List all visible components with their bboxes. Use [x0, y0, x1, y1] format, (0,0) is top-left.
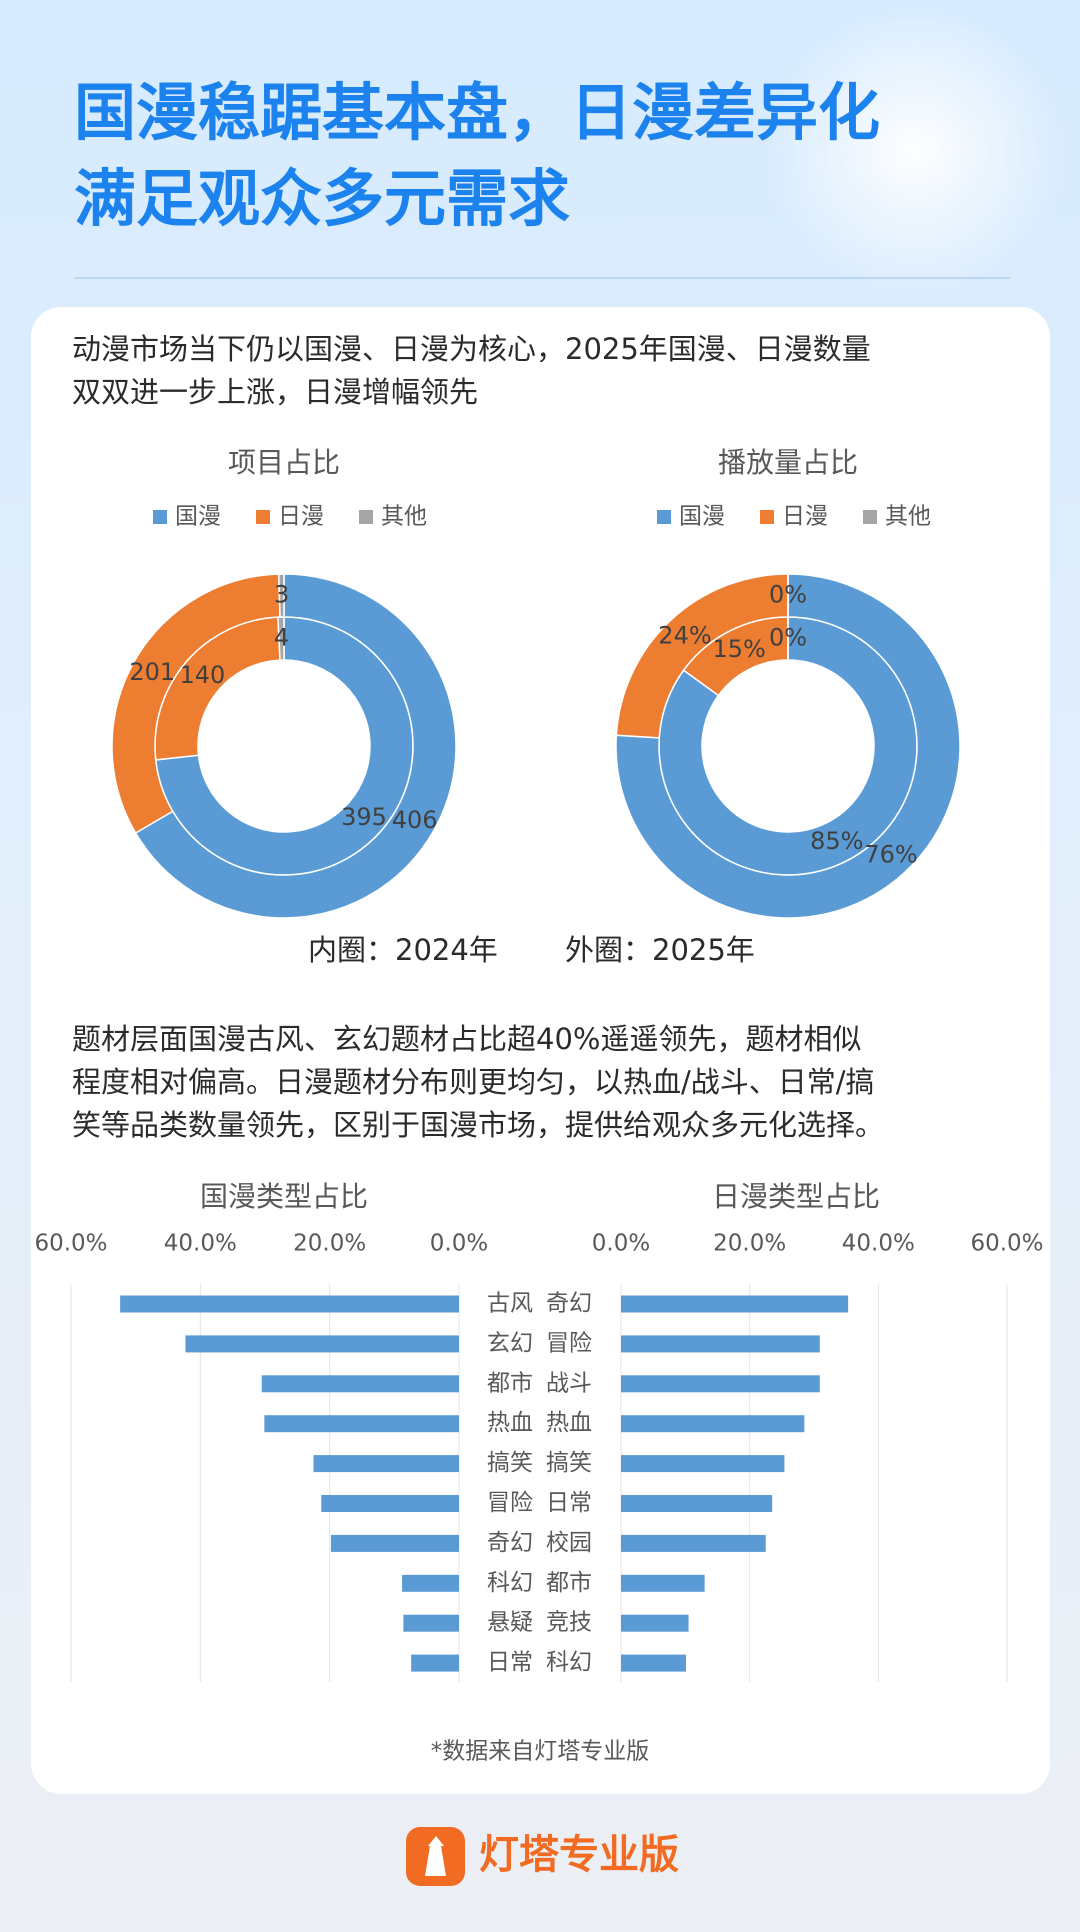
x-tick-label: 40.0% [164, 1231, 237, 1257]
category-label: 冒险 [487, 1490, 533, 1516]
data-label: 4 [274, 624, 289, 652]
source: *数据来自灯塔专业版 [431, 1739, 650, 1765]
chart-title: 国漫类型占比 [200, 1180, 368, 1213]
chart-title: 项目占比 [228, 446, 340, 479]
category-label: 日常 [487, 1650, 533, 1676]
data-label: 395 [341, 803, 387, 831]
x-tick-label: 20.0% [293, 1231, 366, 1257]
bar [621, 1574, 705, 1592]
legend-swatch [153, 510, 167, 524]
bar [321, 1495, 459, 1512]
legend-label: 其他 [885, 504, 931, 530]
chart-title: 日漫类型占比 [712, 1180, 880, 1213]
category-label: 奇幻 [487, 1530, 533, 1556]
bar [264, 1415, 459, 1433]
bar [411, 1654, 459, 1672]
category-label: 校园 [546, 1530, 592, 1556]
legend-swatch [359, 510, 373, 524]
data-label: 85% [810, 827, 863, 855]
bar [313, 1455, 459, 1473]
category-label: 冒险 [546, 1330, 592, 1356]
legend-label: 国漫 [679, 504, 725, 530]
bar [330, 1534, 459, 1552]
ring-caption: 外圈：2025年 [565, 933, 755, 967]
category-label: 科幻 [546, 1650, 592, 1676]
category-label: 日常 [546, 1490, 592, 1516]
ring-caption: 内圈：2024年 [308, 933, 498, 967]
data-label: 24% [658, 621, 711, 649]
bar [621, 1335, 820, 1353]
x-tick-label: 60.0% [970, 1231, 1043, 1257]
bar [261, 1375, 459, 1393]
category-label: 玄幻 [487, 1330, 533, 1356]
bar [621, 1415, 805, 1433]
category-label: 搞笑 [487, 1450, 533, 1476]
genre-line: 程度相对偏高。日漫题材分布则更均匀，以热血/战斗、日常/搞 [72, 1065, 875, 1099]
legend-swatch [657, 510, 671, 524]
category-label: 竞技 [546, 1610, 592, 1636]
bar [621, 1295, 849, 1313]
bar [621, 1455, 785, 1473]
title-line: 满足观众多元需求 [74, 162, 570, 235]
bar [621, 1654, 686, 1672]
legend-label: 日漫 [278, 504, 324, 530]
bar [403, 1614, 459, 1632]
brand-name: 灯塔专业版 [479, 1832, 679, 1878]
category-label: 悬疑 [487, 1610, 533, 1636]
category-label: 科幻 [487, 1570, 533, 1596]
intro-line: 动漫市场当下仍以国漫、日漫为核心，2025年国漫、日漫数量 [72, 332, 871, 366]
category-label: 都市 [546, 1570, 592, 1596]
category-label: 热血 [546, 1410, 592, 1436]
bar [402, 1574, 459, 1592]
data-label: 140 [179, 661, 225, 689]
title-line: 国漫稳踞基本盘，日漫差异化 [74, 76, 880, 149]
chart-title: 播放量占比 [718, 446, 858, 479]
data-label: 76% [864, 841, 917, 869]
intro-line: 双双进一步上涨，日漫增幅领先 [72, 375, 478, 409]
x-tick-label: 60.0% [34, 1231, 107, 1257]
bar [621, 1614, 689, 1632]
bar [185, 1335, 459, 1353]
category-label: 都市 [487, 1370, 533, 1396]
legend-swatch [760, 510, 774, 524]
glow [765, 0, 1065, 300]
data-label: 15% [713, 635, 766, 663]
brand-icon-tower [425, 1836, 446, 1876]
data-label: 0% [769, 624, 807, 652]
bar [120, 1295, 459, 1313]
legend-swatch [256, 510, 270, 524]
bar [621, 1375, 820, 1393]
category-label: 奇幻 [546, 1291, 592, 1317]
donut-segment [277, 573, 285, 618]
category-label: 热血 [487, 1410, 533, 1436]
legend-swatch [863, 510, 877, 524]
bar [621, 1534, 766, 1552]
x-tick-label: 0.0% [592, 1231, 650, 1257]
x-tick-label: 20.0% [713, 1231, 786, 1257]
category-label: 古风 [487, 1291, 533, 1317]
legend-label: 日漫 [782, 504, 828, 530]
genre-line: 笑等品类数量领先，区别于国漫市场，提供给观众多元化选择。 [72, 1108, 884, 1142]
genre-line: 题材层面国漫古风、玄幻题材占比超40%遥遥领先，题材相似 [72, 1022, 861, 1056]
x-tick-label: 40.0% [842, 1231, 915, 1257]
legend-label: 其他 [381, 504, 427, 530]
donut-segment [134, 573, 457, 919]
data-label: 406 [392, 806, 438, 834]
data-label: 0% [769, 581, 807, 609]
data-label: 3 [274, 581, 289, 609]
category-label: 搞笑 [546, 1450, 592, 1476]
category-label: 战斗 [546, 1370, 592, 1396]
data-label: 201 [129, 658, 175, 686]
legend-label: 国漫 [175, 504, 221, 530]
x-tick-label: 0.0% [430, 1231, 488, 1257]
bar [621, 1495, 773, 1512]
donut-segment [615, 573, 961, 919]
